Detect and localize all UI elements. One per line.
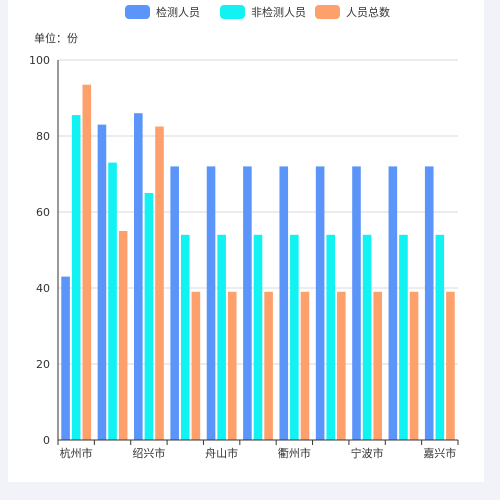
- y-tick-label: 40: [36, 282, 50, 295]
- bar[interactable]: [337, 291, 346, 440]
- y-tick-label: 80: [36, 130, 50, 143]
- legend-swatch: [220, 5, 245, 19]
- legend: 检测人员 非检测人员 人员总数: [125, 5, 390, 19]
- legend-label: 检测人员: [156, 5, 200, 19]
- legend-label: 非检测人员: [251, 5, 306, 19]
- legend-item[interactable]: 人员总数: [315, 5, 390, 19]
- bar[interactable]: [253, 234, 263, 440]
- bar[interactable]: [446, 291, 455, 440]
- bar[interactable]: [424, 166, 434, 440]
- legend-swatch: [125, 5, 150, 19]
- y-tick-label: 100: [29, 54, 50, 67]
- bar[interactable]: [134, 113, 143, 440]
- x-tick-label: 绍兴市: [132, 446, 165, 460]
- bar[interactable]: [144, 193, 154, 440]
- bar[interactable]: [217, 234, 226, 440]
- x-tick-label: 杭州市: [60, 446, 93, 460]
- bar[interactable]: [352, 166, 361, 440]
- y-tick-label: 20: [36, 358, 50, 371]
- bar[interactable]: [388, 166, 398, 440]
- axes: 杭州市 绍兴市 舟山市 衢州市 宁波市 嘉兴市: [57, 60, 459, 460]
- legend-label: 人员总数: [346, 5, 390, 19]
- bar[interactable]: [300, 291, 310, 440]
- legend-item[interactable]: 检测人员: [125, 5, 200, 19]
- bar[interactable]: [155, 126, 164, 441]
- x-tick-label: 衢州市: [278, 446, 311, 460]
- bar[interactable]: [170, 166, 179, 440]
- bar[interactable]: [290, 234, 299, 440]
- bar[interactable]: [326, 234, 336, 440]
- bars: [61, 84, 455, 441]
- bar[interactable]: [191, 291, 201, 440]
- legend-swatch: [315, 5, 340, 19]
- x-tick-label: 舟山市: [205, 446, 238, 460]
- bar[interactable]: [362, 234, 372, 440]
- bar[interactable]: [71, 115, 81, 440]
- bar[interactable]: [227, 291, 237, 440]
- legend-item[interactable]: 非检测人员: [220, 5, 306, 19]
- x-tick-label: 嘉兴市: [423, 446, 456, 460]
- x-tick-label: 宁波市: [351, 446, 384, 460]
- y-tick-label: 60: [36, 206, 50, 219]
- bar[interactable]: [108, 162, 117, 440]
- bar[interactable]: [409, 291, 419, 440]
- bar[interactable]: [97, 124, 107, 440]
- bar[interactable]: [180, 234, 190, 440]
- bar[interactable]: [264, 291, 273, 440]
- bar[interactable]: [206, 166, 216, 440]
- bar[interactable]: [118, 231, 128, 440]
- unit-label: 单位：份: [34, 31, 78, 45]
- bar[interactable]: [82, 84, 92, 440]
- bar[interactable]: [315, 166, 325, 440]
- bar[interactable]: [61, 276, 70, 440]
- bar[interactable]: [399, 234, 408, 440]
- y-tick-label: 0: [43, 434, 50, 447]
- bar[interactable]: [435, 234, 445, 440]
- bar[interactable]: [243, 166, 252, 440]
- bar[interactable]: [373, 291, 382, 440]
- bar[interactable]: [279, 166, 289, 440]
